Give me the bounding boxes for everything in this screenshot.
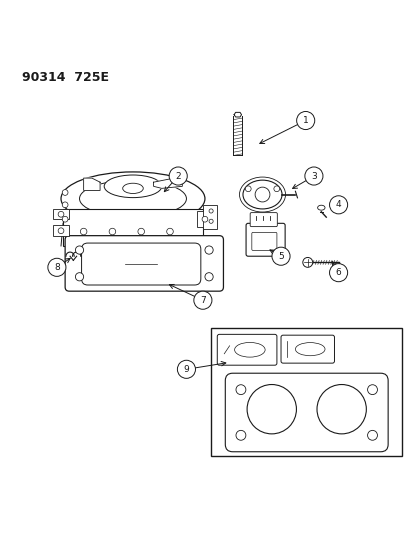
Circle shape (247, 384, 296, 434)
FancyBboxPatch shape (280, 335, 334, 363)
Text: 9: 9 (183, 365, 189, 374)
Ellipse shape (122, 183, 143, 193)
Text: 1: 1 (302, 116, 308, 125)
Circle shape (169, 167, 187, 185)
FancyBboxPatch shape (225, 373, 387, 452)
Circle shape (138, 228, 144, 235)
Circle shape (329, 264, 347, 282)
FancyBboxPatch shape (63, 209, 202, 246)
Circle shape (166, 228, 173, 235)
Circle shape (235, 385, 245, 394)
Circle shape (177, 360, 195, 378)
Text: 7: 7 (199, 296, 205, 305)
Circle shape (235, 430, 245, 440)
Circle shape (209, 209, 213, 213)
Circle shape (58, 212, 64, 217)
FancyBboxPatch shape (217, 334, 276, 365)
FancyBboxPatch shape (53, 225, 69, 236)
Circle shape (254, 187, 269, 202)
Circle shape (80, 228, 87, 235)
Circle shape (367, 430, 377, 440)
Circle shape (204, 273, 213, 281)
Text: 8: 8 (54, 263, 59, 272)
Ellipse shape (104, 175, 161, 198)
Ellipse shape (242, 180, 281, 209)
Circle shape (202, 216, 207, 222)
FancyBboxPatch shape (196, 211, 213, 228)
Circle shape (296, 111, 314, 130)
Circle shape (62, 190, 68, 196)
Circle shape (302, 257, 312, 268)
FancyBboxPatch shape (249, 213, 277, 227)
Circle shape (193, 291, 211, 309)
Circle shape (48, 259, 66, 277)
FancyBboxPatch shape (65, 236, 223, 291)
Circle shape (367, 385, 377, 394)
FancyBboxPatch shape (202, 205, 217, 230)
Text: 2: 2 (175, 172, 180, 181)
Circle shape (304, 167, 322, 185)
Circle shape (273, 186, 279, 192)
FancyBboxPatch shape (53, 209, 69, 219)
Circle shape (316, 384, 366, 434)
Circle shape (62, 202, 68, 208)
Polygon shape (234, 112, 241, 117)
Text: 6: 6 (335, 268, 341, 277)
Text: 5: 5 (278, 252, 283, 261)
Circle shape (109, 228, 115, 235)
Circle shape (75, 246, 83, 254)
Circle shape (58, 228, 64, 233)
Circle shape (245, 186, 251, 192)
Text: 4: 4 (335, 200, 341, 209)
Ellipse shape (317, 205, 324, 210)
Polygon shape (153, 178, 182, 188)
FancyBboxPatch shape (211, 328, 401, 456)
Circle shape (75, 273, 83, 281)
Text: 3: 3 (310, 172, 316, 181)
Text: 90314  725E: 90314 725E (22, 71, 109, 84)
Circle shape (62, 216, 68, 222)
Circle shape (209, 219, 213, 223)
Polygon shape (83, 178, 100, 190)
FancyBboxPatch shape (245, 223, 285, 256)
FancyBboxPatch shape (81, 243, 200, 285)
Circle shape (204, 246, 213, 254)
Circle shape (271, 247, 290, 265)
Circle shape (329, 196, 347, 214)
